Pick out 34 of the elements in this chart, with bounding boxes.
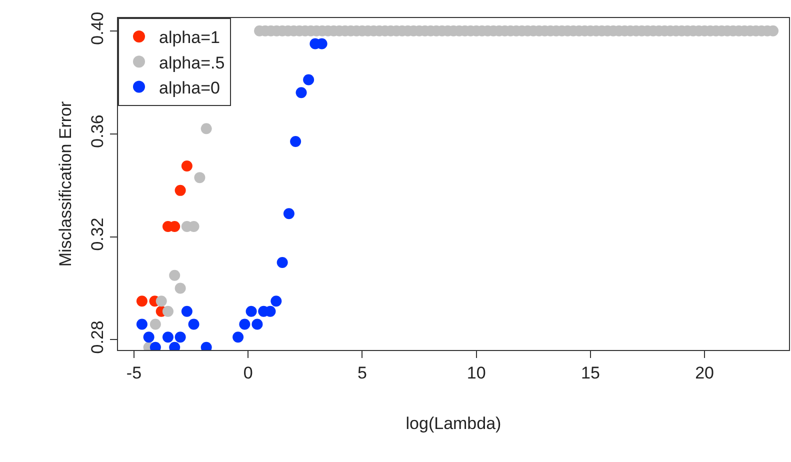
point [174, 184, 186, 196]
point [174, 332, 186, 343]
point [270, 296, 282, 307]
x-axis-title: log(Lambda) [406, 414, 502, 433]
x-tick-label: 15 [580, 363, 600, 382]
point [188, 318, 200, 330]
point [143, 332, 154, 343]
y-tick-label: 0.32 [88, 218, 108, 251]
y-tick-label: 0.36 [88, 114, 108, 148]
point [232, 332, 244, 343]
point [303, 74, 314, 86]
x-tick-label: 0 [243, 363, 253, 382]
y-tick-label: 0.28 [88, 320, 108, 354]
x-tick-label: 10 [466, 363, 486, 382]
y-axis-title: Misclassification Error [56, 101, 75, 267]
point [276, 257, 288, 268]
point [181, 306, 192, 317]
legend-label: alpha=.5 [159, 53, 225, 72]
point [246, 306, 257, 317]
x-tick-label: -5 [126, 363, 142, 382]
point [239, 318, 250, 330]
x-tick-label: 20 [695, 363, 714, 382]
legend-label: alpha=1 [159, 28, 220, 48]
y-tick-label: 0.40 [88, 12, 108, 45]
point [296, 87, 307, 98]
x-tick-label: 5 [357, 363, 367, 382]
point [136, 296, 148, 307]
legend-label: alpha=0 [159, 78, 220, 98]
point [283, 208, 294, 220]
point [181, 160, 192, 172]
point [290, 136, 302, 148]
point [162, 332, 174, 343]
point [252, 318, 263, 330]
point [136, 318, 148, 330]
